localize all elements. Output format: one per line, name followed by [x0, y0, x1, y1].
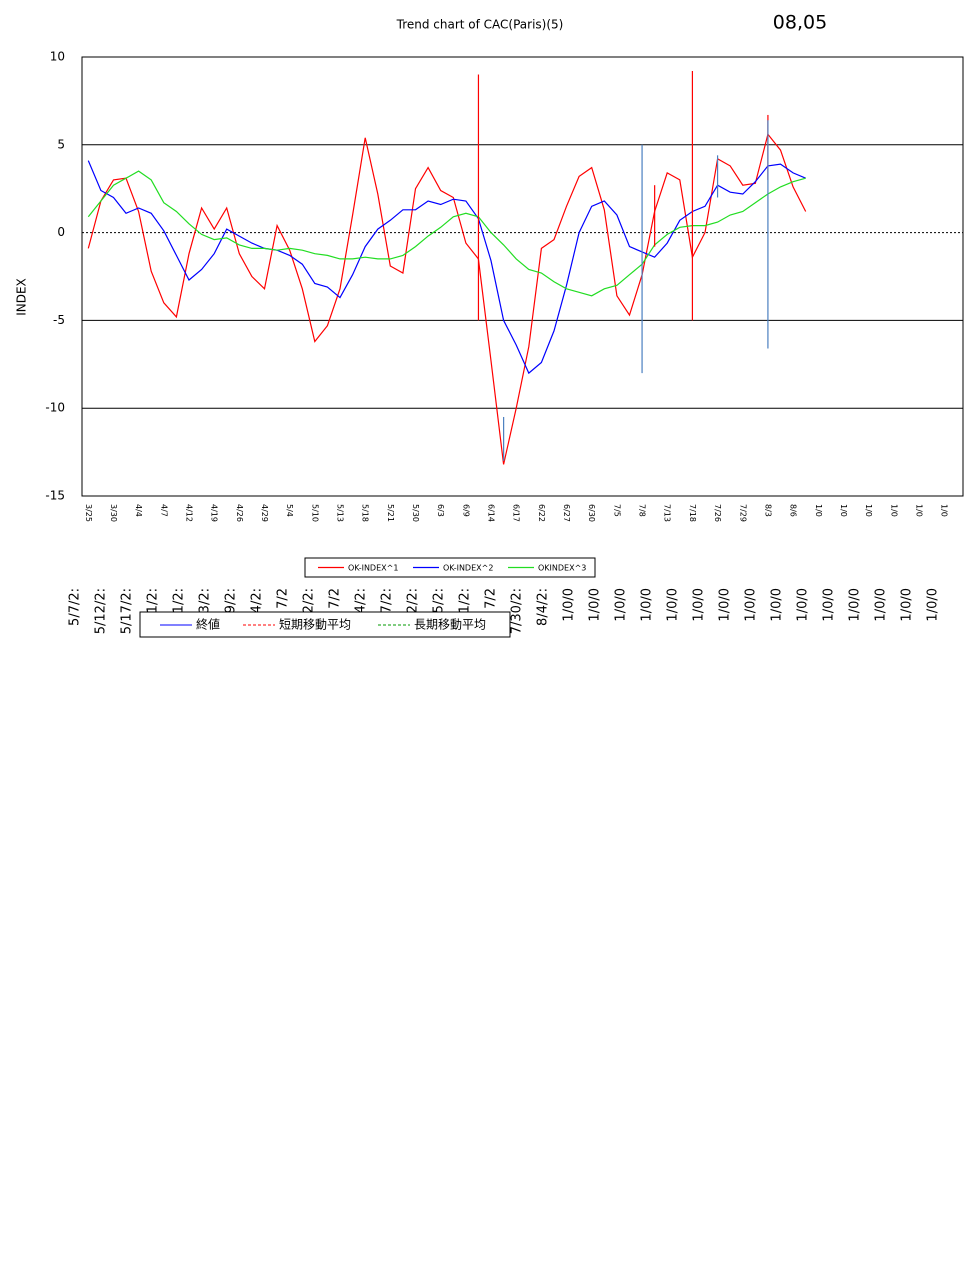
overlay-label: 1/0/0 [640, 588, 655, 622]
overlay-label: 1/0/0 [770, 588, 785, 622]
overlay-label: 5/2: [432, 588, 447, 613]
x-tick-label: 4/7 [159, 504, 168, 517]
x-tick-label: 1/0 [889, 504, 898, 517]
chart-title: Trend chart of CAC(Paris)(5) [396, 18, 564, 32]
overlay-label: 7/2 [484, 588, 499, 609]
x-tick-label: 4/4 [134, 504, 143, 517]
overlay-label: 1/0/0 [692, 588, 707, 622]
overlay-label: 1/0/0 [874, 588, 889, 622]
overlay-label: 1/0/0 [588, 588, 603, 622]
x-tick-label: 1/0 [940, 504, 949, 517]
x-tick-label: 7/5 [612, 504, 621, 517]
legend-label: OK-INDEX^2 [443, 564, 493, 573]
x-tick-label: 4/12 [184, 504, 193, 522]
x-tick-label: 7/8 [638, 504, 647, 517]
x-tick-label: 6/30 [587, 504, 596, 522]
overlay-label: 1/0/0 [614, 588, 629, 622]
overlay-label: 1/2: [172, 588, 187, 613]
x-tick-label: 8/6 [789, 504, 798, 517]
overlay-label: 1/0/0 [848, 588, 863, 622]
overlay-label: 2/2: [302, 588, 317, 613]
overlay-label: 2/2: [406, 588, 421, 613]
overlay-label: 7/2 [328, 588, 343, 609]
x-tick-label: 4/19 [210, 504, 219, 522]
overlay-label: 7/30/2: [510, 588, 525, 634]
overlay-label: 1/0/0 [718, 588, 733, 622]
plot-border [81, 56, 964, 497]
x-tick-label: 5/30 [411, 504, 420, 522]
x-tick-label: 3/30 [109, 504, 118, 522]
x-tick-label: 1/0 [839, 504, 848, 517]
overlay-label: 4/2: [354, 588, 369, 613]
x-tick-label: 6/27 [562, 504, 571, 522]
overlay-label: 1/0/0 [744, 588, 759, 622]
overlay-label: 5/17/2: [120, 588, 135, 634]
overlay-label: 5/7/2: [68, 588, 83, 626]
overlay-label: 8/4/2: [536, 588, 551, 626]
series-line [87, 132, 807, 465]
series-line [87, 160, 806, 375]
x-tick-label: 1/0 [814, 504, 823, 517]
series-line [87, 170, 806, 297]
y-tick-label: -10 [45, 401, 65, 415]
x-tick-label: 4/26 [235, 504, 244, 522]
x-tick-label: 7/26 [713, 504, 722, 522]
y-tick-label: 5 [57, 137, 65, 151]
x-tick-label: 6/14 [487, 504, 496, 522]
x-tick-label: 5/13 [336, 504, 345, 522]
x-tick-label: 5/4 [285, 504, 294, 517]
x-tick-label: 6/17 [512, 504, 521, 522]
overlay-label: 5/12/2: [94, 588, 109, 634]
chart-subtitle: 08,05 [773, 12, 827, 34]
x-tick-label: 1/0 [914, 504, 923, 517]
legend-label: 短期移動平均 [279, 618, 351, 632]
x-tick-label: 7/29 [738, 504, 747, 522]
y-tick-label: -15 [45, 489, 65, 503]
x-tick-label: 1/0 [864, 504, 873, 517]
overlay-label: 7/2 [276, 588, 291, 609]
y-tick-label: 10 [50, 50, 65, 64]
overlay-label: 4/2: [250, 588, 265, 613]
x-tick-label: 7/18 [688, 504, 697, 522]
overlay-label: 1/0/0 [666, 588, 681, 622]
y-axis-label: INDEX [15, 278, 29, 316]
overlay-label: 7/2: [380, 588, 395, 613]
y-tick-label: -5 [53, 313, 65, 327]
x-tick-label: 5/18 [361, 504, 370, 522]
x-tick-label: 5/10 [310, 504, 319, 522]
x-tick-label: 6/9 [461, 504, 470, 517]
legend-box [304, 557, 596, 578]
overlay-label: 1/2: [458, 588, 473, 613]
x-tick-label: 6/3 [436, 504, 445, 517]
legend-box [139, 611, 511, 638]
legend-label: 長期移動平均 [414, 618, 486, 632]
x-tick-label: 5/21 [386, 504, 395, 522]
overlay-label: 1/0/0 [796, 588, 811, 622]
overlay-label: 1/0/0 [900, 588, 915, 622]
x-tick-label: 7/13 [663, 504, 672, 522]
x-tick-label: 8/3 [763, 504, 772, 517]
y-tick-label: 0 [57, 225, 65, 239]
legend-label: OKINDEX^3 [538, 564, 586, 573]
x-tick-label: 3/25 [84, 504, 93, 522]
overlay-label: 1/0/0 [822, 588, 837, 622]
overlay-label: 9/2: [224, 588, 239, 613]
legend-label: OK-INDEX^1 [348, 564, 398, 573]
overlay-label: 1/0/0 [562, 588, 577, 622]
overlay-label: 1/0/0 [926, 588, 941, 622]
overlay-label: 1/2: [146, 588, 161, 613]
legend-label: 終値 [196, 617, 220, 632]
overlay-label: 3/2: [198, 588, 213, 613]
x-tick-label: 4/29 [260, 504, 269, 522]
x-tick-label: 6/22 [537, 504, 546, 522]
